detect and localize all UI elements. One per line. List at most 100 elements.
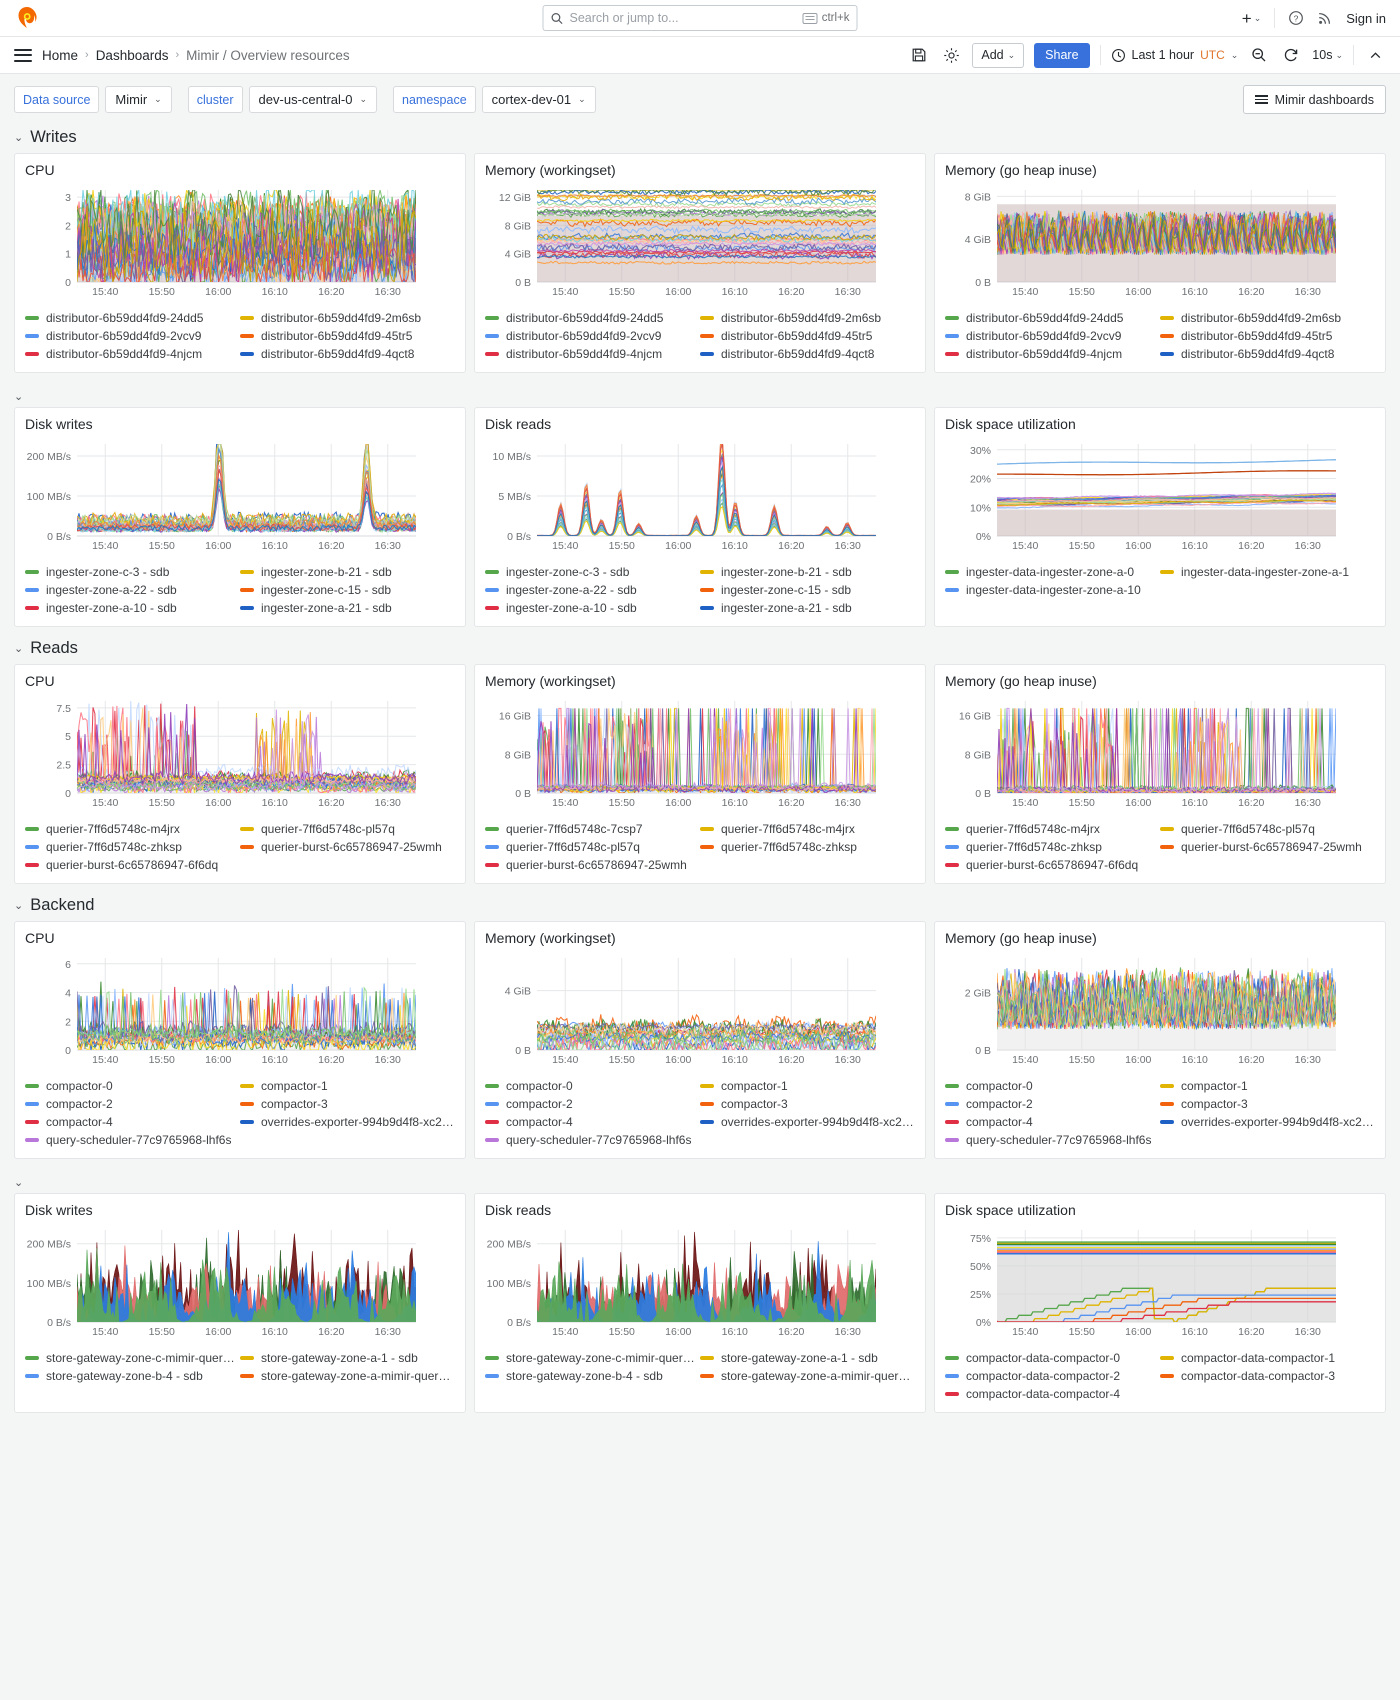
legend-item[interactable]: distributor-6b59dd4fd9-2vcv9 xyxy=(485,327,700,345)
grafana-logo-icon[interactable] xyxy=(14,5,40,31)
legend-item[interactable]: compactor-0 xyxy=(485,1077,700,1095)
chart-plot-area[interactable]: 0 B 4 GiB 8 GiB 15:40 15:50 16:00 16:10 16:20 16… xyxy=(945,182,1375,302)
legend-item[interactable]: ingester-zone-b-21 - sdb xyxy=(700,563,915,581)
legend-item[interactable]: ingester-zone-a-22 - sdb xyxy=(25,581,240,599)
legend-item[interactable]: query-scheduler-77c9765968-lhf6s xyxy=(945,1131,1160,1149)
legend-item[interactable]: compactor-2 xyxy=(25,1095,240,1113)
panel-ingester-disk-space[interactable]: Disk space utilization 0% 10% 20% 30% 15:40 15… xyxy=(934,407,1386,627)
legend-item[interactable]: ingester-zone-a-10 - sdb xyxy=(25,599,240,617)
legend-item[interactable]: distributor-6b59dd4fd9-45tr5 xyxy=(700,327,915,345)
breadcrumb-item-home[interactable]: Home xyxy=(42,47,79,63)
row-header-ingester-disk[interactable]: ⌄ xyxy=(0,381,1400,407)
legend-item[interactable]: compactor-3 xyxy=(240,1095,455,1113)
chart-plot-area[interactable]: 0 B/s 100 MB/s 200 MB/s 15:40 15:50 16:00 16:1… xyxy=(25,436,455,556)
legend-item[interactable]: querier-burst-6c65786947-25wmh xyxy=(240,838,455,856)
legend-item[interactable]: distributor-6b59dd4fd9-24dd5 xyxy=(25,309,240,327)
legend-item[interactable]: distributor-6b59dd4fd9-4njcm xyxy=(485,345,700,363)
legend-item[interactable]: compactor-1 xyxy=(1160,1077,1375,1095)
legend-item[interactable]: querier-7ff6d5748c-zhksp xyxy=(25,838,240,856)
legend-item[interactable]: distributor-6b59dd4fd9-2m6sb xyxy=(1160,309,1375,327)
chart-plot-area[interactable]: 0 B 8 GiB 16 GiB 15:40 15:50 16:00 16:10 16:20 1… xyxy=(485,693,915,813)
legend-item[interactable]: querier-7ff6d5748c-m4jrx xyxy=(700,820,915,838)
legend-item[interactable]: distributor-6b59dd4fd9-4qct8 xyxy=(240,345,455,363)
dashboard-settings-button[interactable] xyxy=(940,44,962,66)
chart-plot-area[interactable]: 0% 25% 50% 75% 15:40 15:50 16:00 16:10 16:20 16:3… xyxy=(945,1222,1375,1342)
legend-item[interactable]: querier-7ff6d5748c-zhksp xyxy=(945,838,1160,856)
panel-sg-disk-writes[interactable]: Disk writes 0 B/s 100 MB/s 200 MB/s 15:40 15:… xyxy=(14,1193,466,1413)
panel-backend-cpu[interactable]: CPU 0 2 4 6 15:40 15:50 16:00 16:10 16:20 16:30 com… xyxy=(14,921,466,1159)
legend-item[interactable]: compactor-4 xyxy=(25,1113,240,1131)
refresh-interval-picker[interactable]: 10s ⌄ xyxy=(1312,48,1343,62)
legend-item[interactable]: store-gateway-zone-a-1 - sdb xyxy=(700,1349,915,1367)
chart-plot-area[interactable]: 0 B 2 GiB 15:40 15:50 16:00 16:10 16:20 16:30 xyxy=(945,950,1375,1070)
chart-plot-area[interactable]: 0 B 4 GiB 8 GiB 12 GiB 15:40 15:50 16:00 16:10 1… xyxy=(485,182,915,302)
legend-item[interactable]: compactor-data-compactor-2 xyxy=(945,1367,1160,1385)
share-button[interactable]: Share xyxy=(1034,42,1090,68)
chart-plot-area[interactable]: 0 B/s 5 MB/s 10 MB/s 15:40 15:50 16:00 16:10 16… xyxy=(485,436,915,556)
legend-item[interactable]: compactor-1 xyxy=(700,1077,915,1095)
create-new-button[interactable]: + ⌄ xyxy=(1242,10,1261,27)
legend-item[interactable]: compactor-3 xyxy=(1160,1095,1375,1113)
legend-item[interactable]: store-gateway-zone-b-4 - sdb xyxy=(485,1367,700,1385)
legend-item[interactable]: ingester-zone-c-3 - sdb xyxy=(485,563,700,581)
legend-item[interactable]: querier-burst-6c65786947-6f6dq xyxy=(945,856,1160,874)
panel-ingester-disk-writes[interactable]: Disk writes 0 B/s 100 MB/s 200 MB/s 15:40 15:… xyxy=(14,407,466,627)
legend-item[interactable]: store-gateway-zone-a-1 - sdb xyxy=(240,1349,455,1367)
legend-item[interactable]: distributor-6b59dd4fd9-24dd5 xyxy=(485,309,700,327)
chart-plot-area[interactable]: 0 1 2 3 15:40 15:50 16:00 16:10 16:20 16:30 xyxy=(25,182,455,302)
legend-item[interactable]: compactor-0 xyxy=(945,1077,1160,1095)
zoom-out-time-button[interactable] xyxy=(1248,44,1270,66)
legend-item[interactable]: compactor-2 xyxy=(485,1095,700,1113)
legend-item[interactable]: overrides-exporter-994b9d4f8-xc2m5 xyxy=(240,1113,455,1131)
legend-item[interactable]: ingester-zone-c-15 - sdb xyxy=(240,581,455,599)
legend-item[interactable]: compactor-2 xyxy=(945,1095,1160,1113)
global-search[interactable]: Search or jump to... ctrl+k xyxy=(542,5,858,31)
legend-item[interactable]: compactor-data-compactor-4 xyxy=(945,1385,1160,1403)
legend-item[interactable]: querier-burst-6c65786947-25wmh xyxy=(485,856,700,874)
row-header-backend[interactable]: ⌄ Backend xyxy=(0,892,1400,921)
legend-item[interactable]: distributor-6b59dd4fd9-45tr5 xyxy=(1160,327,1375,345)
search-input[interactable]: Search or jump to... ctrl+k xyxy=(542,5,858,31)
legend-item[interactable]: querier-7ff6d5748c-7csp7 xyxy=(485,820,700,838)
legend-item[interactable]: distributor-6b59dd4fd9-2vcv9 xyxy=(945,327,1160,345)
legend-item[interactable]: distributor-6b59dd4fd9-45tr5 xyxy=(240,327,455,345)
legend-item[interactable]: compactor-4 xyxy=(945,1113,1160,1131)
hamburger-menu-icon[interactable] xyxy=(14,48,32,62)
add-panel-button[interactable]: Add ⌄ xyxy=(972,42,1025,68)
chart-plot-area[interactable]: 0 2.5 5 7.5 15:40 15:50 16:00 16:10 16:20 16:30 xyxy=(25,693,455,813)
legend-item[interactable]: ingester-zone-c-3 - sdb xyxy=(25,563,240,581)
legend-item[interactable]: querier-7ff6d5748c-m4jrx xyxy=(25,820,240,838)
legend-item[interactable]: store-gateway-zone-a-mimir-query-engine-… xyxy=(700,1367,915,1385)
legend-item[interactable]: distributor-6b59dd4fd9-4qct8 xyxy=(1160,345,1375,363)
legend-item[interactable]: distributor-6b59dd4fd9-4njcm xyxy=(945,345,1160,363)
row-header-writes[interactable]: ⌄ Writes xyxy=(0,124,1400,153)
legend-item[interactable]: querier-7ff6d5748c-pl57q xyxy=(240,820,455,838)
sign-in-button[interactable]: Sign in xyxy=(1346,10,1386,26)
legend-item[interactable]: store-gateway-zone-c-mimir-query-engine-… xyxy=(485,1349,700,1367)
panel-writes-mem-workingset[interactable]: Memory (workingset) 0 B 4 GiB 8 GiB 12 GiB 15… xyxy=(474,153,926,373)
breadcrumb-item-dashboards[interactable]: Dashboards xyxy=(95,47,169,63)
legend-item[interactable]: querier-7ff6d5748c-zhksp xyxy=(700,838,915,856)
legend-item[interactable]: ingester-data-ingester-zone-a-1 xyxy=(1160,563,1375,581)
save-dashboard-button[interactable] xyxy=(908,44,930,66)
legend-item[interactable]: distributor-6b59dd4fd9-4qct8 xyxy=(700,345,915,363)
panel-compactor-disk-space[interactable]: Disk space utilization 0% 25% 50% 75% 15:40 15… xyxy=(934,1193,1386,1413)
refresh-dashboard-button[interactable] xyxy=(1280,44,1302,66)
legend-item[interactable]: distributor-6b59dd4fd9-2m6sb xyxy=(240,309,455,327)
legend-item[interactable]: ingester-zone-a-21 - sdb xyxy=(240,599,455,617)
legend-item[interactable]: distributor-6b59dd4fd9-4njcm xyxy=(25,345,240,363)
legend-item[interactable]: distributor-6b59dd4fd9-2m6sb xyxy=(700,309,915,327)
help-button[interactable]: ? xyxy=(1288,10,1304,26)
legend-item[interactable]: ingester-zone-a-21 - sdb xyxy=(700,599,915,617)
collapse-toolbar-button[interactable] xyxy=(1364,44,1386,66)
row-header-reads[interactable]: ⌄ Reads xyxy=(0,635,1400,664)
legend-item[interactable]: compactor-data-compactor-3 xyxy=(1160,1367,1375,1385)
legend-item[interactable]: ingester-zone-a-10 - sdb xyxy=(485,599,700,617)
chart-plot-area[interactable]: 0 2 4 6 15:40 15:50 16:00 16:10 16:20 16:30 xyxy=(25,950,455,1070)
chart-plot-area[interactable]: 0 B/s 100 MB/s 200 MB/s 15:40 15:50 16:00 16:1… xyxy=(25,1222,455,1342)
legend-item[interactable]: distributor-6b59dd4fd9-24dd5 xyxy=(945,309,1160,327)
row-header-storegateway-disk[interactable]: ⌄ xyxy=(0,1167,1400,1193)
chart-plot-area[interactable]: 0 B 8 GiB 16 GiB 15:40 15:50 16:00 16:10 16:20 1… xyxy=(945,693,1375,813)
legend-item[interactable]: querier-burst-6c65786947-6f6dq xyxy=(25,856,240,874)
legend-item[interactable]: querier-7ff6d5748c-pl57q xyxy=(1160,820,1375,838)
